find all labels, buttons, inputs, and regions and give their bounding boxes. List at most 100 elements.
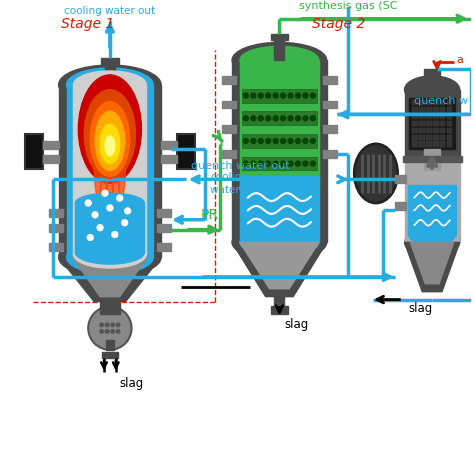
Bar bbox=[440, 100, 446, 105]
Bar bbox=[49, 224, 63, 232]
Ellipse shape bbox=[251, 116, 256, 121]
Ellipse shape bbox=[90, 101, 129, 176]
Bar bbox=[104, 301, 116, 312]
Polygon shape bbox=[59, 257, 161, 301]
Ellipse shape bbox=[281, 93, 285, 98]
Ellipse shape bbox=[266, 161, 271, 166]
Ellipse shape bbox=[100, 114, 108, 209]
Bar bbox=[240, 60, 319, 188]
Ellipse shape bbox=[258, 161, 263, 166]
Bar bbox=[419, 128, 425, 133]
Ellipse shape bbox=[310, 161, 315, 166]
Ellipse shape bbox=[244, 161, 248, 166]
Text: quench w: quench w bbox=[414, 96, 469, 107]
Bar bbox=[426, 128, 432, 133]
Ellipse shape bbox=[240, 176, 319, 200]
Ellipse shape bbox=[100, 330, 103, 333]
Ellipse shape bbox=[111, 330, 114, 333]
Ellipse shape bbox=[240, 228, 319, 256]
Bar bbox=[271, 34, 288, 40]
Ellipse shape bbox=[310, 138, 315, 144]
Bar bbox=[395, 202, 407, 210]
Ellipse shape bbox=[73, 240, 146, 268]
Ellipse shape bbox=[78, 75, 141, 183]
Bar bbox=[222, 125, 236, 133]
Bar bbox=[447, 114, 452, 119]
Bar bbox=[157, 244, 171, 251]
Ellipse shape bbox=[125, 208, 130, 214]
Ellipse shape bbox=[100, 124, 120, 164]
Bar bbox=[274, 295, 284, 307]
Ellipse shape bbox=[295, 161, 301, 166]
Bar bbox=[274, 38, 284, 60]
Bar bbox=[161, 155, 177, 163]
Ellipse shape bbox=[240, 176, 319, 200]
Bar bbox=[426, 135, 432, 140]
Ellipse shape bbox=[354, 144, 398, 203]
Bar bbox=[447, 135, 452, 140]
Ellipse shape bbox=[117, 330, 120, 333]
Ellipse shape bbox=[105, 330, 109, 333]
Bar bbox=[424, 69, 440, 76]
Bar bbox=[428, 74, 436, 90]
Ellipse shape bbox=[303, 116, 308, 121]
Bar bbox=[433, 128, 438, 133]
Text: PR: PR bbox=[201, 208, 219, 222]
Ellipse shape bbox=[95, 111, 125, 171]
Ellipse shape bbox=[281, 138, 285, 144]
Bar bbox=[419, 121, 425, 126]
Bar bbox=[49, 244, 63, 251]
Ellipse shape bbox=[87, 235, 93, 240]
Ellipse shape bbox=[59, 237, 161, 277]
Bar bbox=[433, 141, 438, 147]
Ellipse shape bbox=[251, 161, 256, 166]
Bar bbox=[440, 107, 446, 112]
Bar bbox=[323, 125, 337, 133]
Ellipse shape bbox=[258, 138, 263, 144]
Bar bbox=[25, 134, 43, 169]
Ellipse shape bbox=[288, 93, 293, 98]
Ellipse shape bbox=[88, 307, 132, 350]
Bar bbox=[395, 175, 407, 183]
Bar bbox=[75, 203, 145, 252]
Bar bbox=[419, 114, 425, 119]
Ellipse shape bbox=[295, 138, 301, 144]
Bar bbox=[242, 89, 317, 102]
Text: slag: slag bbox=[120, 377, 144, 391]
Bar bbox=[177, 134, 195, 169]
Bar bbox=[440, 141, 446, 147]
Polygon shape bbox=[73, 257, 147, 297]
Ellipse shape bbox=[100, 323, 103, 327]
Bar bbox=[222, 76, 236, 84]
Bar bbox=[412, 114, 418, 119]
Bar bbox=[232, 60, 327, 242]
Bar bbox=[447, 107, 452, 112]
Text: Stage 1: Stage 1 bbox=[61, 17, 114, 30]
Bar bbox=[59, 85, 161, 257]
Ellipse shape bbox=[409, 225, 456, 245]
Bar bbox=[447, 100, 452, 105]
Bar bbox=[73, 85, 146, 254]
Ellipse shape bbox=[105, 136, 115, 156]
Bar bbox=[242, 157, 317, 171]
Bar bbox=[424, 149, 440, 171]
Bar bbox=[404, 90, 460, 159]
Ellipse shape bbox=[118, 126, 126, 197]
Bar bbox=[242, 134, 317, 148]
Bar bbox=[49, 209, 63, 217]
Ellipse shape bbox=[117, 195, 123, 201]
Bar bbox=[440, 128, 446, 133]
Text: Stage 2: Stage 2 bbox=[312, 17, 365, 30]
Bar bbox=[419, 107, 425, 112]
Bar bbox=[404, 159, 460, 242]
Bar bbox=[43, 141, 59, 149]
Text: slag: slag bbox=[408, 301, 432, 315]
Text: a: a bbox=[457, 55, 464, 65]
Bar bbox=[426, 100, 432, 105]
Bar bbox=[419, 141, 425, 147]
Text: slag: slag bbox=[284, 319, 309, 331]
Bar bbox=[433, 100, 438, 105]
Ellipse shape bbox=[258, 93, 263, 98]
Ellipse shape bbox=[98, 193, 122, 252]
Bar bbox=[66, 85, 153, 257]
